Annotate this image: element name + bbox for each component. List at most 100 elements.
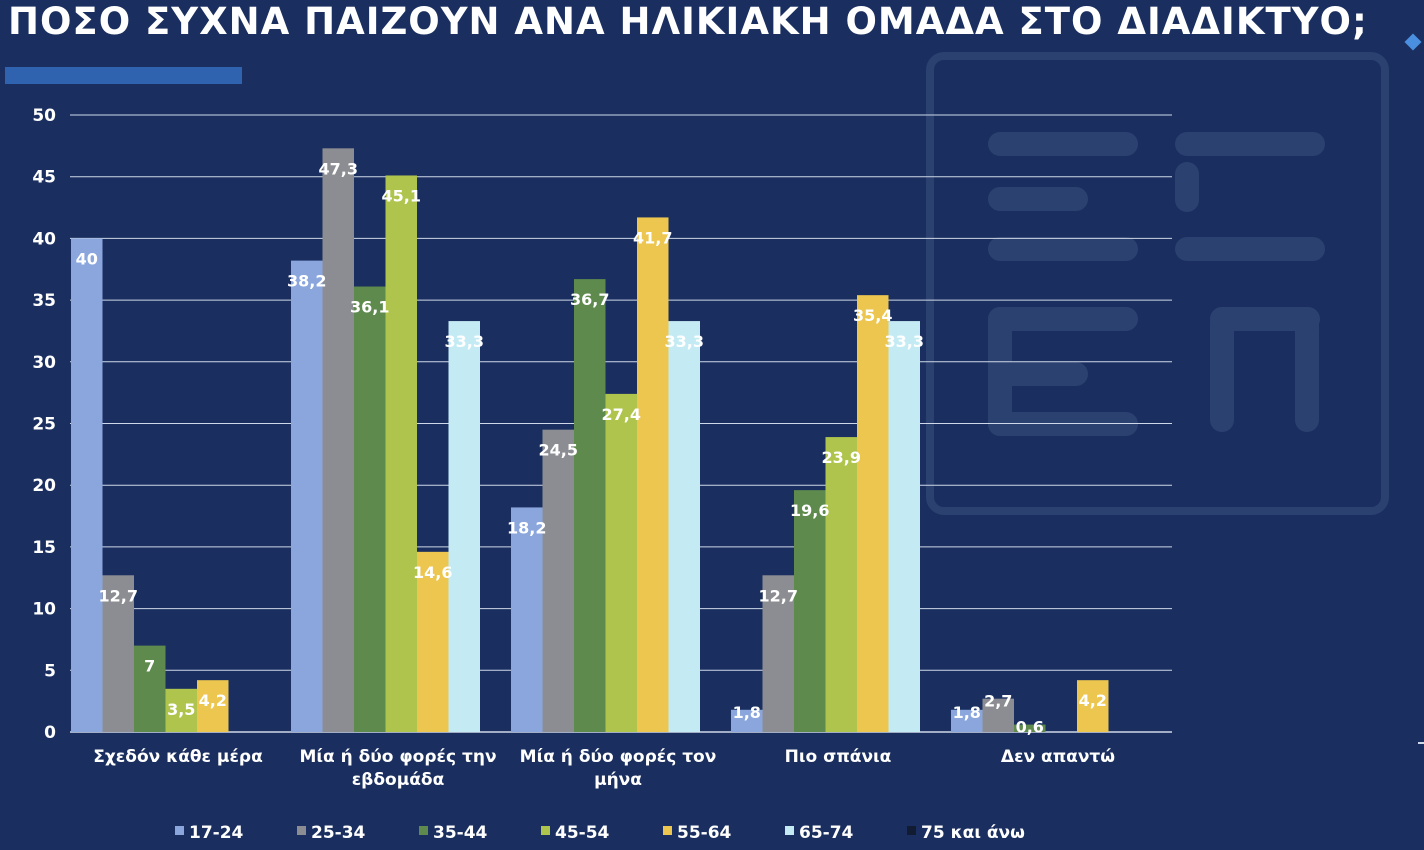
legend-label: 55-64: [677, 823, 732, 843]
watermark-stroke: [1175, 237, 1325, 261]
bar: [762, 575, 794, 732]
data-label: 0,6: [1016, 718, 1044, 737]
y-axis: 0 5 10 15 20 25 30 35 40 45 50: [32, 106, 56, 743]
y-tick-label: 25: [32, 415, 56, 435]
legend-swatch: [785, 826, 794, 835]
axis-tick-mark: [1418, 742, 1424, 744]
data-label: 40: [76, 249, 98, 268]
x-category-label: Μία ή δύο φορές τον: [520, 747, 717, 767]
y-tick-label: 10: [32, 600, 56, 620]
legend-label: 35-44: [433, 823, 488, 843]
legend-label: 17-24: [189, 823, 244, 843]
watermark-stroke: [1210, 307, 1320, 331]
page-title: ΠΟΣΟ ΣΥΧΝΑ ΠΑΙΖΟΥΝ ΑΝΑ ΗΛΙΚΙΑΚΗ ΟΜΑΔΑ ΣΤ…: [8, 0, 1368, 43]
legend-label: 75 και άνω: [921, 823, 1025, 843]
bar: [417, 551, 449, 732]
data-label: 47,3: [319, 159, 358, 178]
bar: [605, 393, 637, 732]
bar: [197, 680, 229, 732]
bar: [511, 507, 543, 732]
data-label: 36,7: [570, 290, 609, 309]
y-tick-label: 20: [32, 476, 56, 496]
data-label: 1,8: [733, 703, 761, 722]
bar: [165, 688, 197, 732]
legend-label: 65-74: [799, 823, 854, 843]
bar: [385, 175, 417, 732]
data-label: 12,7: [99, 586, 138, 605]
bar: [71, 238, 103, 732]
watermark-stroke: [988, 362, 1088, 386]
logo-watermark: [926, 52, 1389, 515]
legend-swatch: [419, 826, 428, 835]
data-label: 1,8: [953, 703, 981, 722]
y-tick-label: 15: [32, 538, 56, 558]
data-label: 27,4: [602, 405, 641, 424]
bar: [668, 321, 700, 732]
bar: [574, 279, 606, 732]
bar: [322, 148, 354, 732]
data-label: 38,2: [287, 272, 326, 291]
y-tick-label: 5: [44, 661, 56, 681]
bar: [794, 490, 826, 732]
y-tick-label: 40: [32, 229, 56, 249]
x-category-label: Δεν απαντώ: [1001, 747, 1115, 767]
bar: [637, 217, 669, 732]
data-label: 4,2: [199, 691, 227, 710]
legend-swatch: [297, 826, 306, 835]
bar: [542, 429, 574, 732]
bar: [857, 295, 889, 732]
title-underline-bar: [5, 67, 242, 84]
watermark-stroke: [988, 132, 1138, 156]
y-tick-label: 0: [44, 723, 56, 743]
legend-label: 25-34: [311, 823, 366, 843]
data-label: 41,7: [633, 228, 672, 247]
y-tick-label: 35: [32, 291, 56, 311]
data-label: 2,7: [984, 692, 1012, 711]
watermark-stroke: [988, 307, 1012, 436]
data-label: 4,2: [1079, 691, 1107, 710]
data-label: 33,3: [665, 332, 704, 351]
bar: [448, 321, 480, 732]
x-category-label: εβδομάδα: [352, 770, 445, 790]
data-label: 12,7: [759, 586, 798, 605]
legend-swatch: [907, 826, 916, 835]
bar: [134, 645, 166, 732]
bar: [888, 321, 920, 732]
bar: [1077, 680, 1109, 732]
bar: [731, 709, 763, 732]
legend-swatch: [175, 826, 184, 835]
watermark-stroke: [988, 237, 1138, 261]
bar: [102, 575, 134, 732]
data-label: 36,1: [350, 298, 389, 317]
bars: [71, 148, 1109, 732]
watermark-stroke: [988, 307, 1138, 331]
data-labels: 40 38,2 18,2 1,8 1,8 12,7 47,3 24,5 12,7 2,7 7 36,1…: [76, 159, 1107, 736]
x-category-label: Πιο σπάνια: [785, 747, 892, 767]
bar: [951, 709, 983, 732]
y-tick-label: 50: [32, 106, 56, 126]
y-tick-label: 30: [32, 353, 56, 373]
x-category-label: Μία ή δύο φορές την: [299, 747, 496, 767]
bar: [354, 286, 386, 732]
data-label: 35,4: [853, 306, 892, 325]
watermark-stroke: [1210, 307, 1234, 432]
watermark-stroke: [1295, 307, 1319, 432]
data-label: 14,6: [413, 563, 452, 582]
bar: [825, 437, 857, 732]
watermark-stroke: [988, 187, 1088, 211]
watermark-frame: [926, 52, 1389, 515]
data-label: 7: [144, 657, 155, 676]
legend-swatch: [663, 826, 672, 835]
data-label: 33,3: [885, 332, 924, 351]
data-label: 3,5: [167, 700, 195, 719]
x-category-label: μήνα: [594, 770, 642, 790]
data-label: 19,6: [790, 501, 829, 520]
bar: [1014, 724, 1046, 732]
data-label: 33,3: [445, 332, 484, 351]
watermark-stroke: [1175, 162, 1199, 212]
data-label: 45,1: [382, 186, 421, 205]
legend: 17-24 25-34 35-44 45-54 55-64 65-74 75 και άνω: [175, 823, 1025, 843]
legend-swatch: [541, 826, 550, 835]
x-axis: Σχεδόν κάθε μέρα Μία ή δύο φορές την εβδομ…: [93, 747, 1115, 790]
